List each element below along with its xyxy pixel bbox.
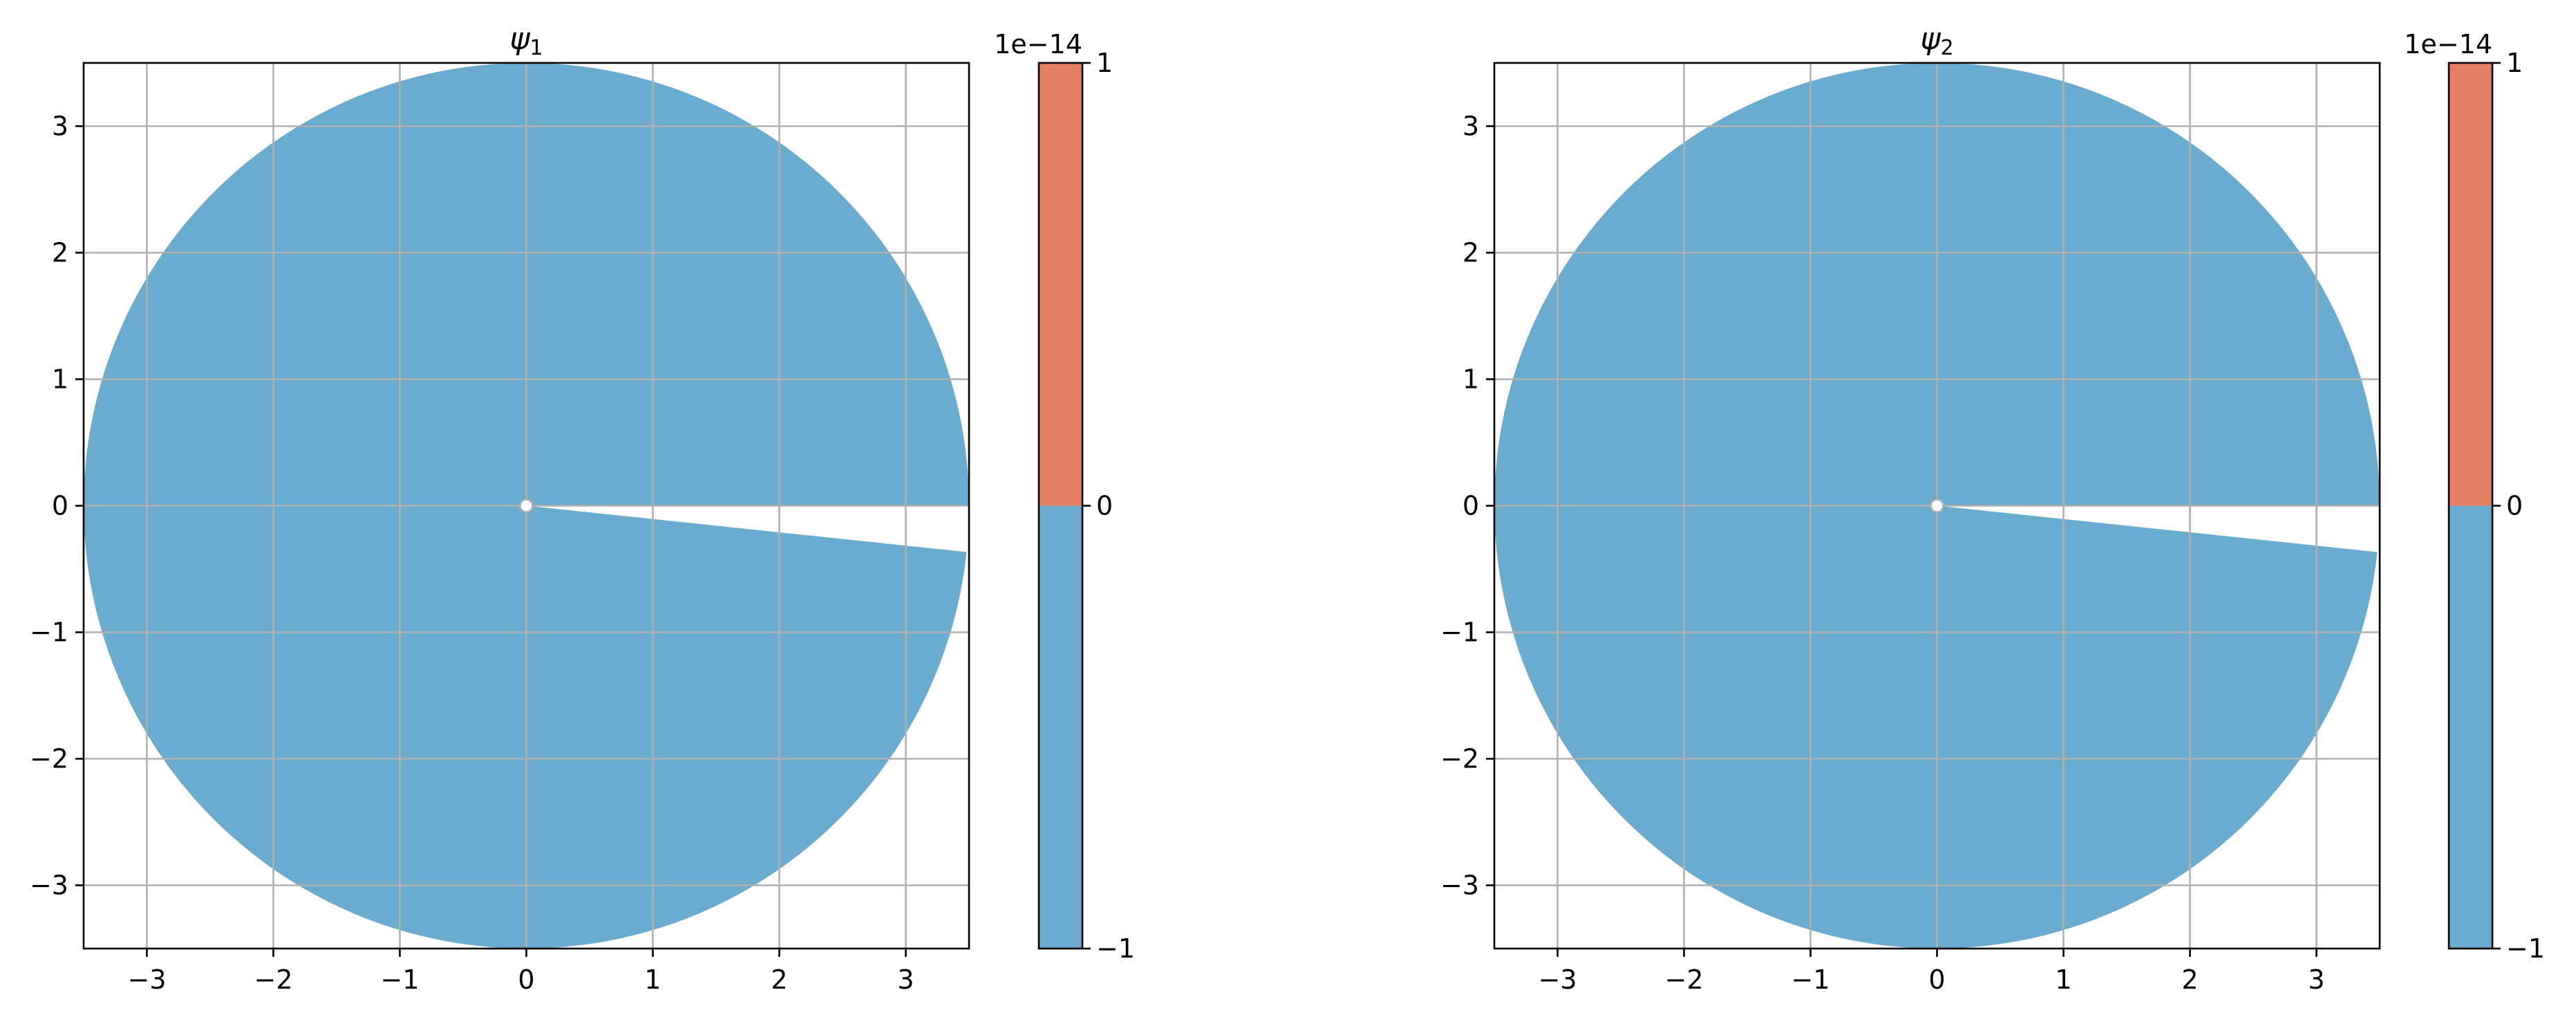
- colorbar-offset-label: 1e−14: [994, 29, 1082, 59]
- y-tick-label: −1: [30, 617, 68, 648]
- chart-title-subscript: 2: [1940, 36, 1953, 60]
- x-tick-label: 3: [897, 964, 914, 995]
- colorbar-tick-label: 0: [1096, 491, 1113, 521]
- colorbar-offset-label: 1e−14: [2404, 29, 2492, 59]
- center-marker: [519, 498, 534, 513]
- y-tick-label: 3: [52, 111, 68, 142]
- x-tick-label: 2: [2181, 964, 2198, 995]
- colorbar-tick-label: 1: [1096, 48, 1113, 78]
- x-tick-label: 1: [2055, 964, 2071, 995]
- colorbar-tick-label: 1: [2506, 48, 2523, 78]
- x-tick-label: −1: [1791, 964, 1830, 995]
- x-tick-label: 2: [771, 964, 787, 995]
- colorbar-band: [2449, 505, 2492, 949]
- chart-title-symbol: ψ: [509, 21, 530, 57]
- colorbar-band: [2449, 63, 2492, 506]
- y-tick-label: −2: [1440, 744, 1479, 774]
- y-tick-label: −3: [30, 870, 68, 901]
- chart-title-subscript: 1: [529, 36, 543, 60]
- colorbar-tick-label: 0: [2506, 491, 2523, 521]
- y-tick-label: 0: [1463, 491, 1479, 521]
- y-tick-label: 2: [52, 238, 68, 268]
- y-tick-label: 1: [52, 364, 68, 395]
- x-tick-label: −3: [127, 964, 166, 995]
- chart-title: ψ1: [509, 21, 543, 60]
- center-marker: [1930, 498, 1944, 513]
- x-tick-label: 0: [518, 964, 534, 995]
- x-tick-label: 3: [2308, 964, 2324, 995]
- colorbar-tick-label: −1: [1096, 933, 1135, 964]
- y-tick-label: 0: [52, 491, 68, 521]
- y-tick-label: 1: [1463, 364, 1479, 395]
- x-tick-label: 1: [644, 964, 661, 995]
- colorbar-band: [1039, 505, 1082, 949]
- x-tick-label: 0: [1928, 964, 1945, 995]
- y-tick-label: 2: [1463, 238, 1479, 268]
- y-tick-label: −1: [1440, 617, 1479, 648]
- y-tick-label: 3: [1463, 111, 1479, 142]
- chart-title-symbol: ψ: [1920, 21, 1941, 57]
- x-tick-label: −3: [1538, 964, 1577, 995]
- x-tick-label: −2: [1664, 964, 1703, 995]
- x-tick-label: −1: [380, 964, 419, 995]
- colorbar-tick-label: −1: [2506, 933, 2545, 964]
- colorbar-band: [1039, 63, 1082, 506]
- y-tick-label: −3: [1440, 870, 1479, 901]
- y-tick-label: −2: [30, 744, 68, 774]
- chart-title: ψ2: [1920, 21, 1953, 60]
- x-tick-label: −2: [254, 964, 292, 995]
